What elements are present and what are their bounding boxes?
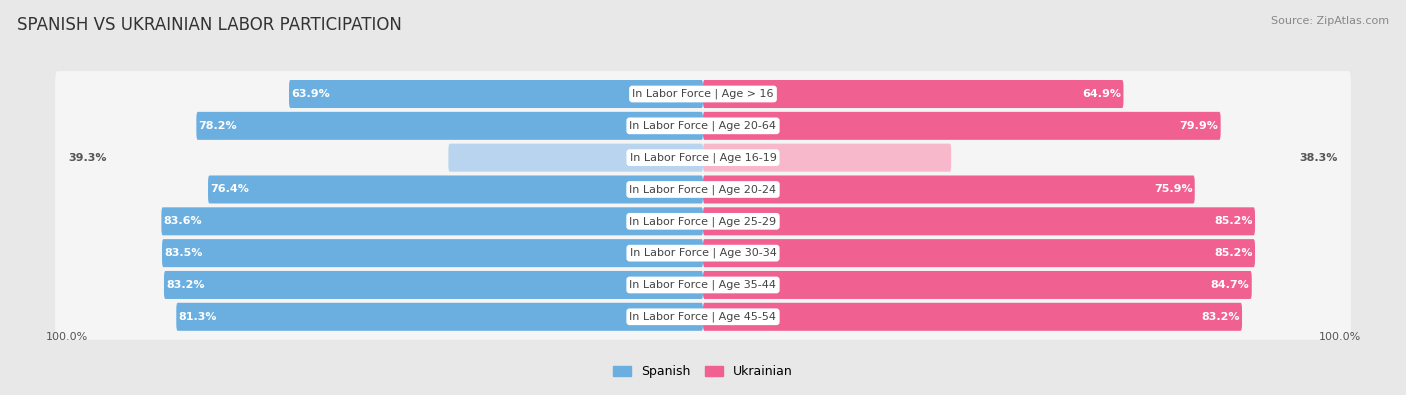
Text: SPANISH VS UKRAINIAN LABOR PARTICIPATION: SPANISH VS UKRAINIAN LABOR PARTICIPATION bbox=[17, 16, 402, 34]
FancyBboxPatch shape bbox=[55, 262, 1351, 308]
Text: 81.3%: 81.3% bbox=[179, 312, 217, 322]
Text: 85.2%: 85.2% bbox=[1215, 216, 1253, 226]
FancyBboxPatch shape bbox=[703, 144, 950, 172]
Text: In Labor Force | Age > 16: In Labor Force | Age > 16 bbox=[633, 89, 773, 99]
FancyBboxPatch shape bbox=[208, 175, 703, 203]
Text: 78.2%: 78.2% bbox=[198, 121, 238, 131]
Text: 100.0%: 100.0% bbox=[1319, 333, 1361, 342]
Text: 64.9%: 64.9% bbox=[1083, 89, 1121, 99]
Text: 83.6%: 83.6% bbox=[163, 216, 202, 226]
Text: In Labor Force | Age 20-24: In Labor Force | Age 20-24 bbox=[630, 184, 776, 195]
Text: 39.3%: 39.3% bbox=[67, 152, 107, 163]
Text: Source: ZipAtlas.com: Source: ZipAtlas.com bbox=[1271, 16, 1389, 26]
FancyBboxPatch shape bbox=[703, 239, 1256, 267]
Text: In Labor Force | Age 35-44: In Labor Force | Age 35-44 bbox=[630, 280, 776, 290]
Text: 83.2%: 83.2% bbox=[1201, 312, 1240, 322]
Legend: Spanish, Ukrainian: Spanish, Ukrainian bbox=[610, 361, 796, 382]
Text: 84.7%: 84.7% bbox=[1211, 280, 1250, 290]
Text: 76.4%: 76.4% bbox=[211, 184, 249, 194]
FancyBboxPatch shape bbox=[55, 71, 1351, 117]
FancyBboxPatch shape bbox=[55, 135, 1351, 181]
Text: In Labor Force | Age 16-19: In Labor Force | Age 16-19 bbox=[630, 152, 776, 163]
Text: 38.3%: 38.3% bbox=[1299, 152, 1339, 163]
FancyBboxPatch shape bbox=[55, 198, 1351, 244]
FancyBboxPatch shape bbox=[162, 207, 703, 235]
FancyBboxPatch shape bbox=[162, 239, 703, 267]
Text: In Labor Force | Age 25-29: In Labor Force | Age 25-29 bbox=[630, 216, 776, 227]
FancyBboxPatch shape bbox=[290, 80, 703, 108]
Text: 83.5%: 83.5% bbox=[165, 248, 202, 258]
FancyBboxPatch shape bbox=[703, 175, 1195, 203]
Text: In Labor Force | Age 20-64: In Labor Force | Age 20-64 bbox=[630, 120, 776, 131]
Text: In Labor Force | Age 45-54: In Labor Force | Age 45-54 bbox=[630, 312, 776, 322]
Text: 85.2%: 85.2% bbox=[1215, 248, 1253, 258]
FancyBboxPatch shape bbox=[55, 294, 1351, 340]
FancyBboxPatch shape bbox=[703, 112, 1220, 140]
FancyBboxPatch shape bbox=[55, 230, 1351, 276]
FancyBboxPatch shape bbox=[197, 112, 703, 140]
FancyBboxPatch shape bbox=[703, 271, 1251, 299]
FancyBboxPatch shape bbox=[165, 271, 703, 299]
FancyBboxPatch shape bbox=[176, 303, 703, 331]
FancyBboxPatch shape bbox=[703, 303, 1241, 331]
Text: 63.9%: 63.9% bbox=[291, 89, 330, 99]
FancyBboxPatch shape bbox=[703, 80, 1123, 108]
FancyBboxPatch shape bbox=[703, 207, 1256, 235]
FancyBboxPatch shape bbox=[449, 144, 703, 172]
Text: 79.9%: 79.9% bbox=[1180, 121, 1219, 131]
Text: 83.2%: 83.2% bbox=[166, 280, 205, 290]
Text: 75.9%: 75.9% bbox=[1154, 184, 1192, 194]
Text: In Labor Force | Age 30-34: In Labor Force | Age 30-34 bbox=[630, 248, 776, 258]
FancyBboxPatch shape bbox=[55, 103, 1351, 149]
FancyBboxPatch shape bbox=[55, 167, 1351, 213]
Text: 100.0%: 100.0% bbox=[45, 333, 87, 342]
